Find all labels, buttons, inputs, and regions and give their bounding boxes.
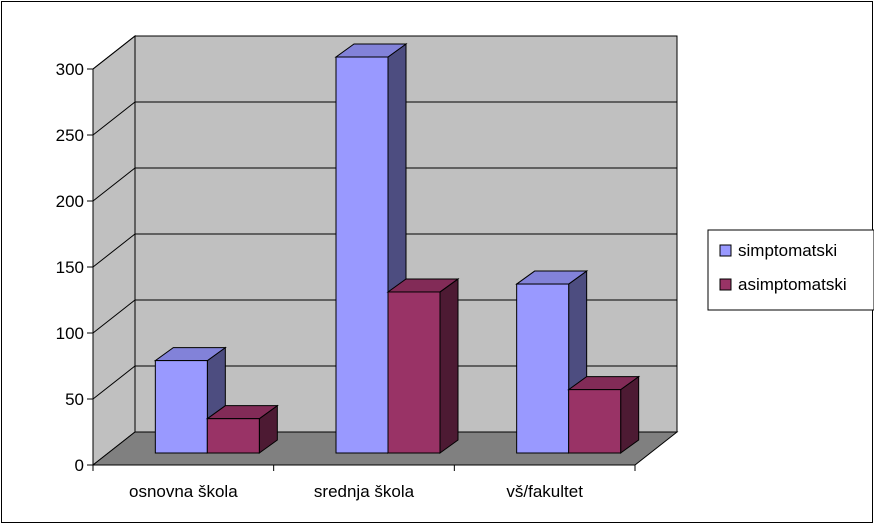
gridline bbox=[92, 101, 677, 136]
bar bbox=[153, 346, 227, 454]
y-tick-label: 200 bbox=[56, 192, 84, 211]
x-tick-label: vš/fakultet bbox=[506, 482, 583, 501]
y-tick-label: 150 bbox=[56, 258, 84, 277]
bars bbox=[153, 43, 641, 454]
bar-front bbox=[387, 291, 441, 454]
bar-front bbox=[154, 360, 208, 454]
bar bbox=[386, 277, 460, 454]
axes: 0 50 100 150 200 250 300 osnovna škola srednja š… bbox=[56, 60, 636, 501]
x-tick-label: osnovna škola bbox=[129, 482, 238, 501]
legend-swatch bbox=[719, 244, 732, 257]
y-tick-label: 100 bbox=[56, 324, 84, 343]
y-tick-label: 250 bbox=[56, 126, 84, 145]
bar-front bbox=[516, 283, 570, 454]
bar bbox=[567, 375, 641, 454]
gridline bbox=[92, 299, 677, 334]
y-tick-label: 50 bbox=[65, 390, 84, 409]
bar-front bbox=[568, 389, 622, 454]
bar bbox=[334, 43, 408, 454]
legend-label: simptomatski bbox=[738, 241, 837, 260]
legend-label: asimptomatski bbox=[738, 275, 847, 294]
gridline bbox=[92, 167, 677, 202]
bar-front bbox=[335, 56, 389, 454]
y-tick-label: 0 bbox=[75, 456, 84, 475]
x-tick-label: srednja škola bbox=[314, 482, 415, 501]
gridline bbox=[92, 233, 677, 268]
legend: simptomatski asimptomatski bbox=[707, 229, 874, 311]
y-tick-label: 300 bbox=[56, 60, 84, 79]
bar bbox=[205, 404, 279, 454]
bar-side bbox=[439, 277, 459, 454]
legend-box bbox=[707, 229, 874, 311]
gridline bbox=[92, 35, 677, 70]
legend-swatch bbox=[719, 278, 732, 291]
bar-front bbox=[206, 418, 260, 454]
gridline bbox=[92, 365, 677, 400]
